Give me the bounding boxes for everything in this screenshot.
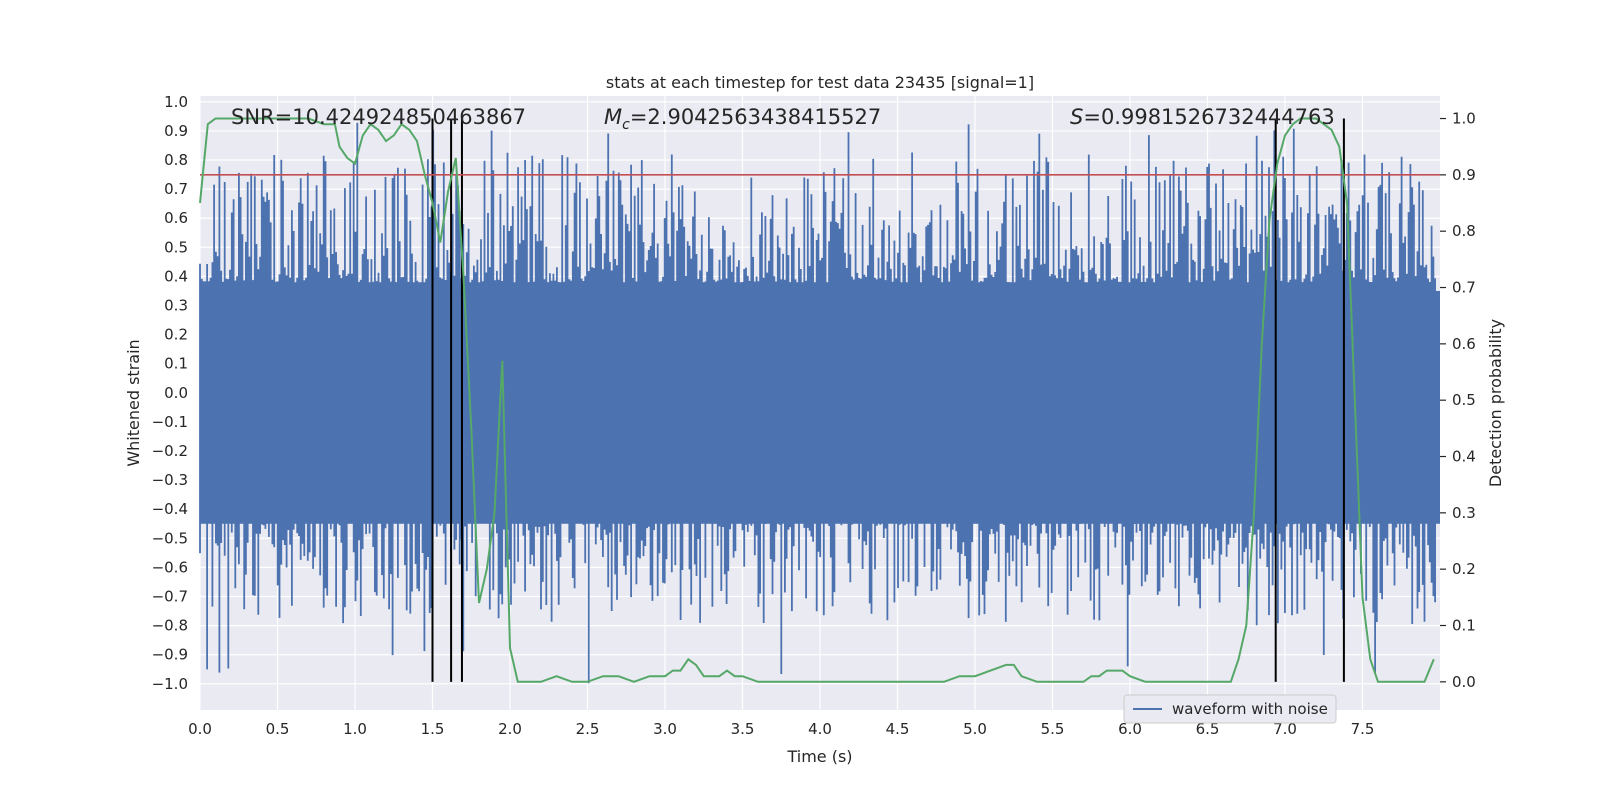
- y-tick-label: −0.3: [152, 471, 188, 489]
- y-tick-label: 0.3: [164, 297, 188, 315]
- y-tick-label: 0.8: [164, 151, 188, 169]
- x-tick-label: 1.0: [343, 720, 367, 738]
- y-tick-label: −0.2: [152, 442, 188, 460]
- y-tick-label: −0.9: [152, 646, 188, 664]
- chirp-mass-annotation: Mc=2.9042563438415527: [604, 105, 881, 133]
- y-tick-label: −0.6: [152, 558, 188, 576]
- y-tick-label: 0.1: [164, 355, 188, 373]
- y2-tick-label: 0.5: [1452, 391, 1476, 409]
- y2-tick-label: 0.0: [1452, 673, 1476, 691]
- score-annotation: S=0.9981526732444763: [1070, 105, 1335, 129]
- y-tick-label: 0.5: [164, 238, 188, 256]
- y-tick-label: −0.5: [152, 529, 188, 547]
- x-tick-label: 7.5: [1351, 720, 1375, 738]
- x-tick-label: 4.0: [808, 720, 832, 738]
- y2-tick-label: 0.7: [1452, 279, 1476, 297]
- x-tick-label: 5.0: [963, 720, 987, 738]
- y2-tick-label: 0.6: [1452, 335, 1476, 353]
- y2-tick-label: 0.9: [1452, 166, 1476, 184]
- y-tick-label: 0.0: [164, 384, 188, 402]
- y-tick-label: −0.1: [152, 413, 188, 431]
- y-tick-label: 0.7: [164, 180, 188, 198]
- y-tick-label: −1.0: [152, 675, 188, 693]
- chirp-mass-value: =2.9042563438415527: [630, 105, 881, 129]
- y2-tick-label: 0.3: [1452, 504, 1476, 522]
- x-tick-label: 1.5: [421, 720, 445, 738]
- y2-tick-label: 0.1: [1452, 617, 1476, 635]
- y-tick-label: −0.4: [152, 500, 188, 518]
- y2-tick-labels: 1.0 0.9 0.8 0.7 0.6 0.5 0.4 0.3 0.2 0.1 0.0: [1440, 110, 1476, 691]
- waveform-line: [199, 122, 1436, 684]
- y2-tick-label: 0.8: [1452, 222, 1476, 240]
- x-axis-label: Time (s): [786, 747, 852, 766]
- y-tick-label: 0.2: [164, 326, 188, 344]
- y2-tick-label: 0.4: [1452, 448, 1476, 466]
- x-tick-label: 4.5: [886, 720, 910, 738]
- x-tick-label: 6.0: [1118, 720, 1142, 738]
- x-tick-label: 2.5: [576, 720, 600, 738]
- y-tick-label: −0.8: [152, 617, 188, 635]
- legend-label: waveform with noise: [1172, 700, 1328, 718]
- x-tick-label: 3.5: [731, 720, 755, 738]
- y2-tick-label: 0.2: [1452, 560, 1476, 578]
- y-tick-labels: 1.0 0.9 0.8 0.7 0.6 0.5 0.4 0.3 0.2 0.1 0.0 −0.1 −0.…: [152, 93, 188, 693]
- chirp-mass-symbol: M: [604, 105, 622, 129]
- vertical-lines: [431, 118, 1345, 682]
- legend-box: [1123, 694, 1337, 724]
- x-tick-label: 6.5: [1196, 720, 1220, 738]
- y2-axis-label: Detection probability: [1486, 319, 1505, 487]
- y-axis-label: Whitened strain: [124, 339, 143, 466]
- probability-line: [199, 117, 1435, 683]
- y-tick-label: −0.7: [152, 588, 188, 606]
- chirp-mass-subscript: c: [622, 117, 630, 133]
- x-tick-label: 7.0: [1273, 720, 1297, 738]
- score-symbol: S: [1070, 105, 1083, 129]
- y2-tick-label: 1.0: [1452, 110, 1476, 128]
- probability-series: [199, 117, 1435, 683]
- x-tick-label: 2.0: [498, 720, 522, 738]
- snr-annotation: SNR=10.424924850463867: [231, 105, 526, 129]
- legend: waveform with noise: [1123, 694, 1337, 724]
- y-tick-label: 0.9: [164, 122, 188, 140]
- score-value: =0.9981526732444763: [1083, 105, 1334, 129]
- x-tick-label: 0.5: [266, 720, 290, 738]
- waveform-series: [199, 122, 1440, 684]
- chart-title: stats at each timestep for test data 234…: [606, 73, 1034, 92]
- y-tick-label: 0.4: [164, 267, 188, 285]
- x-tick-label: 0.0: [188, 720, 212, 738]
- x-tick-labels: 0.0 0.5 1.0 1.5 2.0 2.5 3.0 3.5 4.0 4.5 5.0 5.5 6.0 6…: [188, 720, 1374, 738]
- y-tick-label: 0.6: [164, 209, 188, 227]
- x-tick-label: 3.0: [653, 720, 677, 738]
- x-tick-label: 5.5: [1041, 720, 1065, 738]
- y-tick-label: 1.0: [164, 93, 188, 111]
